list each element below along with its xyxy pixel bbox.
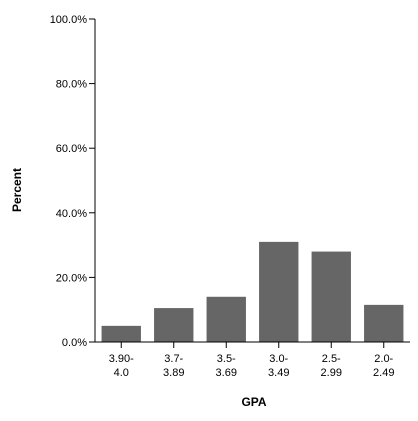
- y-tick-label: 20.0%: [56, 272, 87, 284]
- x-axis: 3.90-4.0 3.7-3.89 3.5-3.69 3.0-3.49 2.5-2.99…: [95, 342, 410, 379]
- x-tick-label: 2.0-2.49: [373, 353, 394, 379]
- bar: [207, 297, 246, 342]
- x-tick-label: 3.7-3.89: [163, 353, 184, 379]
- x-tick-label: 3.0-3.49: [268, 353, 289, 379]
- y-axis-title: Percent: [10, 168, 24, 212]
- y-tick-label: 80.0%: [56, 79, 87, 91]
- x-tick-label: 2.5-2.99: [321, 353, 342, 379]
- bars: [102, 242, 404, 342]
- y-axis: 0.0% 20.0% 40.0% 60.0% 80.0% 100.0%: [50, 14, 95, 349]
- bar: [364, 305, 403, 342]
- y-tick-label: 0.0%: [62, 337, 87, 349]
- bar: [259, 242, 298, 342]
- y-tick-label: 40.0%: [56, 208, 87, 220]
- x-tick-label: 3.5-3.69: [216, 353, 237, 379]
- bar: [312, 252, 351, 342]
- y-tick-label: 100.0%: [50, 14, 88, 26]
- bar: [154, 308, 193, 342]
- y-tick-label: 60.0%: [56, 143, 87, 155]
- bar: [102, 326, 141, 342]
- x-axis-title: GPA: [241, 395, 266, 409]
- x-tick-label: 3.90-4.0: [109, 353, 134, 379]
